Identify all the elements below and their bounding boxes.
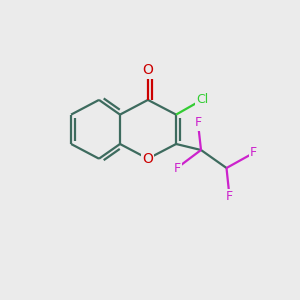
Text: Cl: Cl	[196, 93, 208, 106]
Text: O: O	[142, 64, 153, 77]
Text: F: F	[194, 116, 202, 130]
Text: O: O	[142, 152, 153, 166]
Text: F: F	[226, 190, 233, 203]
Text: F: F	[173, 161, 181, 175]
Text: F: F	[250, 146, 257, 160]
